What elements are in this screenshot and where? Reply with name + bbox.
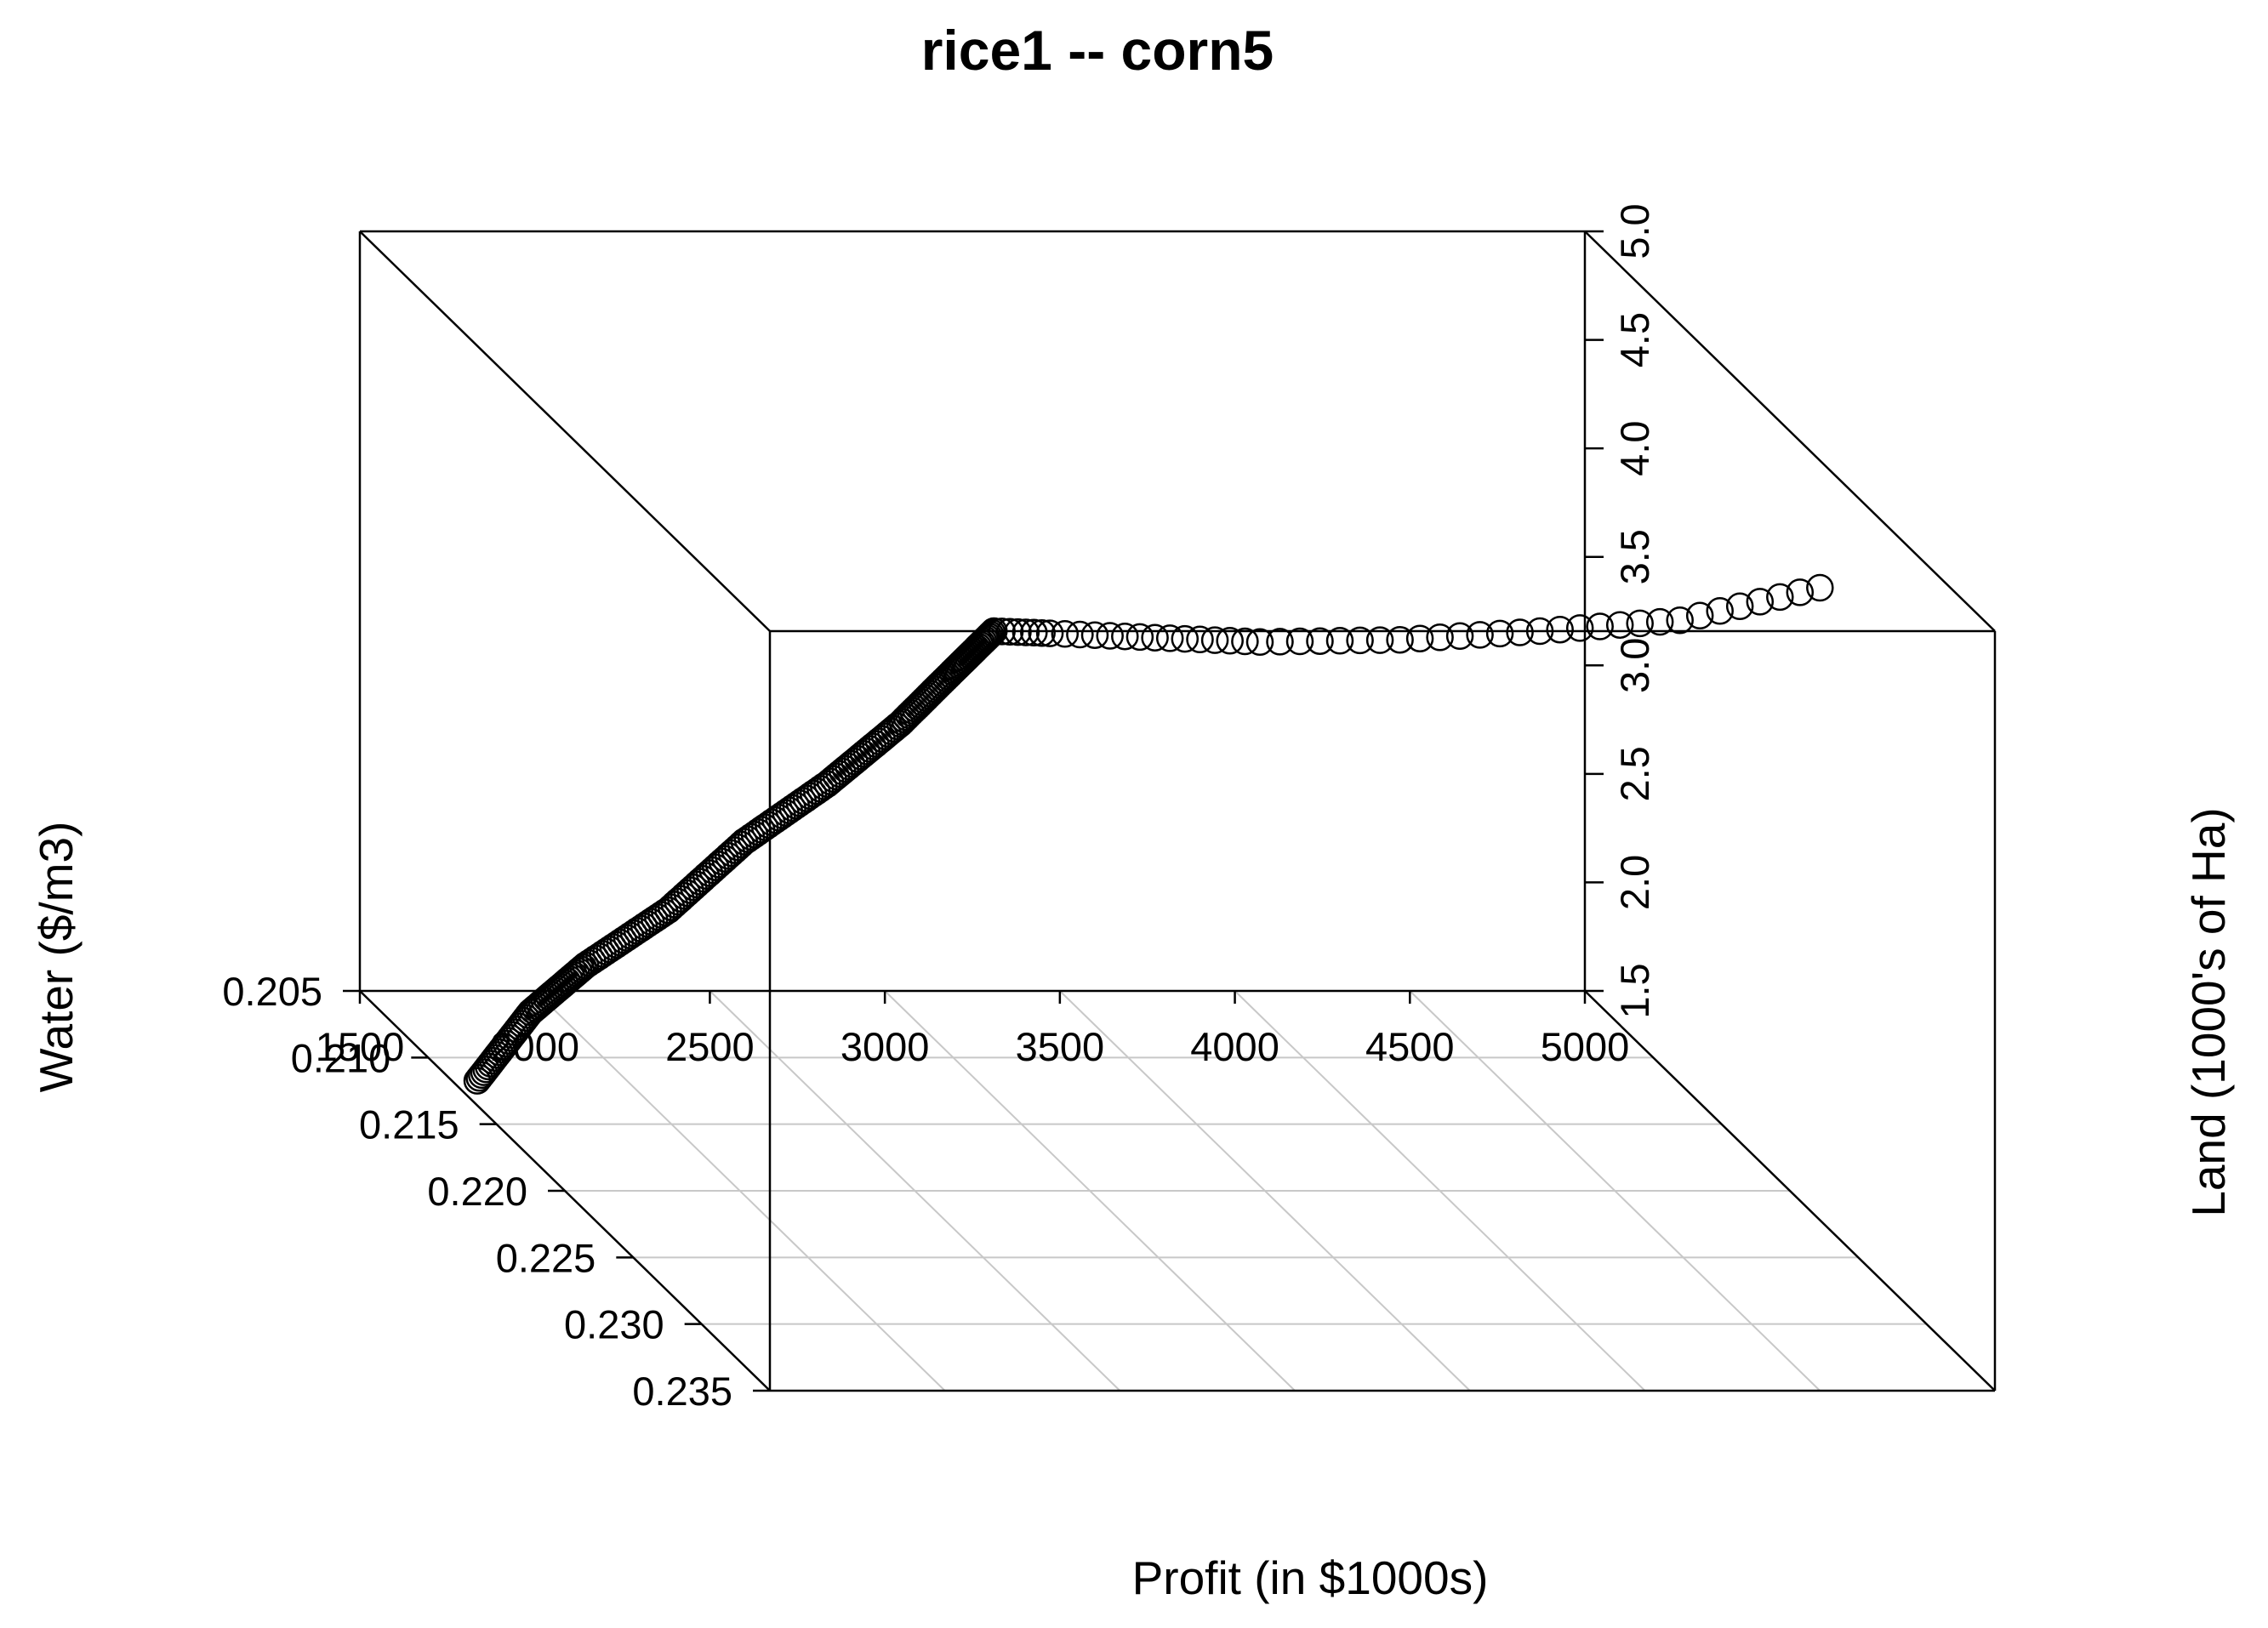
data-point — [1426, 623, 1454, 652]
data-point — [1586, 612, 1614, 640]
data-point — [1028, 618, 1056, 647]
data-point — [1171, 624, 1200, 653]
z-tick-label: 5.0 — [1612, 203, 1657, 259]
z-tick-label: 3.0 — [1612, 638, 1657, 693]
data-point — [1466, 621, 1494, 649]
data-point — [1525, 617, 1554, 646]
data-point — [1605, 611, 1634, 639]
data-point — [1725, 592, 1754, 621]
data-point — [971, 625, 1000, 654]
chart-title: rice1 -- corn5 — [921, 19, 1274, 82]
floor-grid — [428, 990, 1927, 1392]
data-point — [1405, 624, 1434, 652]
data-point — [1445, 622, 1474, 651]
data-point — [1306, 627, 1334, 655]
box-edge — [1584, 231, 1996, 632]
x-tick-label: 3000 — [841, 1024, 930, 1069]
y-axis-label: Water ($/m3) — [30, 822, 83, 1093]
z-tick-label: 1.5 — [1612, 963, 1657, 1018]
y-tick-label: 0.230 — [564, 1302, 664, 1347]
data-points — [463, 573, 1834, 1095]
z-tick-label: 3.5 — [1612, 529, 1657, 584]
z-tick-label: 2.5 — [1612, 746, 1657, 801]
data-point — [1346, 626, 1374, 655]
z-tick-label: 4.0 — [1612, 420, 1657, 475]
data-point — [1746, 588, 1775, 616]
data-point — [1051, 620, 1080, 648]
y-tick-label: 0.210 — [291, 1035, 391, 1080]
y-tick-label: 0.215 — [359, 1102, 459, 1147]
data-point — [1035, 619, 1064, 647]
x-tick-label: 1500 — [316, 1024, 405, 1069]
y-axis: 0.205 0.210 0.215 0.220 0.225 0.230 0.235 — [222, 969, 770, 1414]
data-point — [1020, 618, 1048, 647]
z-axis-label: Land (1000's of Ha) — [2182, 807, 2235, 1216]
data-point — [1806, 573, 1834, 602]
x-tick-label: 5000 — [1541, 1024, 1630, 1069]
data-point — [1216, 627, 1244, 655]
data-point — [988, 618, 1016, 646]
data-point — [995, 618, 1024, 646]
x-tick-label: 3500 — [1016, 1024, 1105, 1069]
z-tick-label: 4.5 — [1612, 312, 1657, 367]
x-tick-label: 4500 — [1365, 1024, 1455, 1069]
data-point — [1155, 624, 1184, 652]
data-point — [1685, 601, 1714, 630]
data-point — [1111, 622, 1139, 651]
data-point — [1506, 618, 1534, 646]
data-point — [1200, 626, 1229, 654]
box-edge — [359, 231, 771, 632]
data-point — [1325, 627, 1354, 655]
data-point — [1096, 622, 1124, 650]
data-point — [1786, 578, 1815, 606]
y-tick-label: 0.225 — [496, 1235, 596, 1280]
x-tick-label: 2500 — [665, 1024, 755, 1069]
data-point — [980, 617, 1008, 646]
data-point — [1141, 623, 1169, 652]
data-point — [1386, 625, 1414, 654]
data-point — [1706, 597, 1734, 625]
data-point — [1766, 583, 1794, 612]
data-point — [1365, 626, 1394, 654]
y-tick-label: 0.205 — [222, 969, 322, 1014]
data-point — [1186, 625, 1214, 654]
z-axis: 1.5 2.0 2.5 3.0 3.5 4.0 4.5 5.0 — [1585, 203, 1657, 1019]
box-edge — [1584, 990, 1996, 1392]
data-point — [1485, 619, 1514, 648]
data-point — [976, 620, 1005, 649]
x-tick-label: 4000 — [1190, 1024, 1279, 1069]
data-point — [1285, 627, 1314, 656]
y-tick-label: 0.220 — [427, 1169, 527, 1214]
x-axis-label: Profit (in $1000s) — [1132, 1551, 1489, 1604]
x-axis: 1500 2000 2500 3000 3500 4000 4500 5000 — [316, 991, 1630, 1069]
z-tick-label: 2.0 — [1612, 855, 1657, 910]
data-point — [1231, 627, 1259, 656]
data-point — [1080, 621, 1109, 649]
data-point — [974, 622, 1003, 651]
plot-box — [358, 230, 1997, 1392]
data-point — [1066, 620, 1094, 649]
data-point — [1565, 614, 1594, 642]
data-point — [1626, 609, 1654, 638]
y-tick-label: 0.235 — [632, 1369, 732, 1414]
data-point — [1004, 618, 1032, 646]
data-point — [969, 627, 998, 656]
data-point — [1645, 607, 1674, 636]
data-point — [1666, 606, 1694, 635]
data-point — [1266, 628, 1294, 656]
data-point — [1125, 623, 1154, 652]
data-point — [1546, 615, 1574, 644]
data-point — [1011, 618, 1040, 646]
data-point — [1245, 628, 1274, 657]
